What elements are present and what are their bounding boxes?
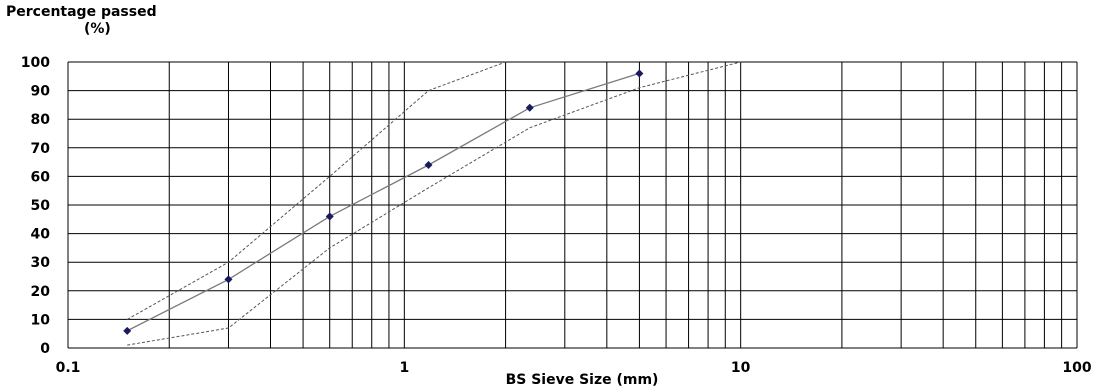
grid (67, 61, 1078, 349)
y-tick-label: 0 (40, 341, 50, 357)
axis-labels: 0 10 20 30 40 50 60 70 80 90 100 0.1 1 10 100 (21, 55, 1092, 376)
x-tick-label: 100 (1062, 360, 1091, 376)
x-axis-title: BS Sieve Size (mm) (506, 372, 659, 388)
y-tick-label: 10 (31, 312, 51, 328)
grading-curve-line (126, 72, 640, 332)
data-point-marker (635, 69, 644, 78)
data-point-marker (525, 103, 534, 112)
data-point-marker (123, 326, 132, 335)
y-tick-label: 90 (31, 84, 51, 100)
y-axis-title-line1: Percentage passed (6, 4, 157, 20)
y-tick-label: 70 (31, 141, 51, 157)
x-tick-label: 1 (399, 360, 409, 376)
y-tick-label: 80 (31, 112, 51, 128)
data-point-marker (224, 275, 233, 284)
x-tick-label: 0.1 (56, 360, 81, 376)
lower-limit-line (127, 61, 741, 346)
y-tick-label: 40 (31, 227, 51, 243)
y-tick-label: 50 (31, 198, 51, 214)
y-tick-label: 60 (31, 169, 51, 185)
upper-limit-line (126, 61, 506, 320)
y-tick-label: 100 (21, 55, 50, 71)
y-axis-title-line2: (%) (84, 21, 111, 37)
y-tick-label: 20 (31, 284, 51, 300)
y-tick-label: 30 (31, 255, 51, 271)
x-tick-label: 10 (731, 360, 751, 376)
y-axis-title: Percentage passed (%) (6, 4, 157, 38)
series-layer (123, 61, 741, 346)
data-point-marker (325, 212, 334, 221)
data-point-marker (424, 160, 433, 169)
